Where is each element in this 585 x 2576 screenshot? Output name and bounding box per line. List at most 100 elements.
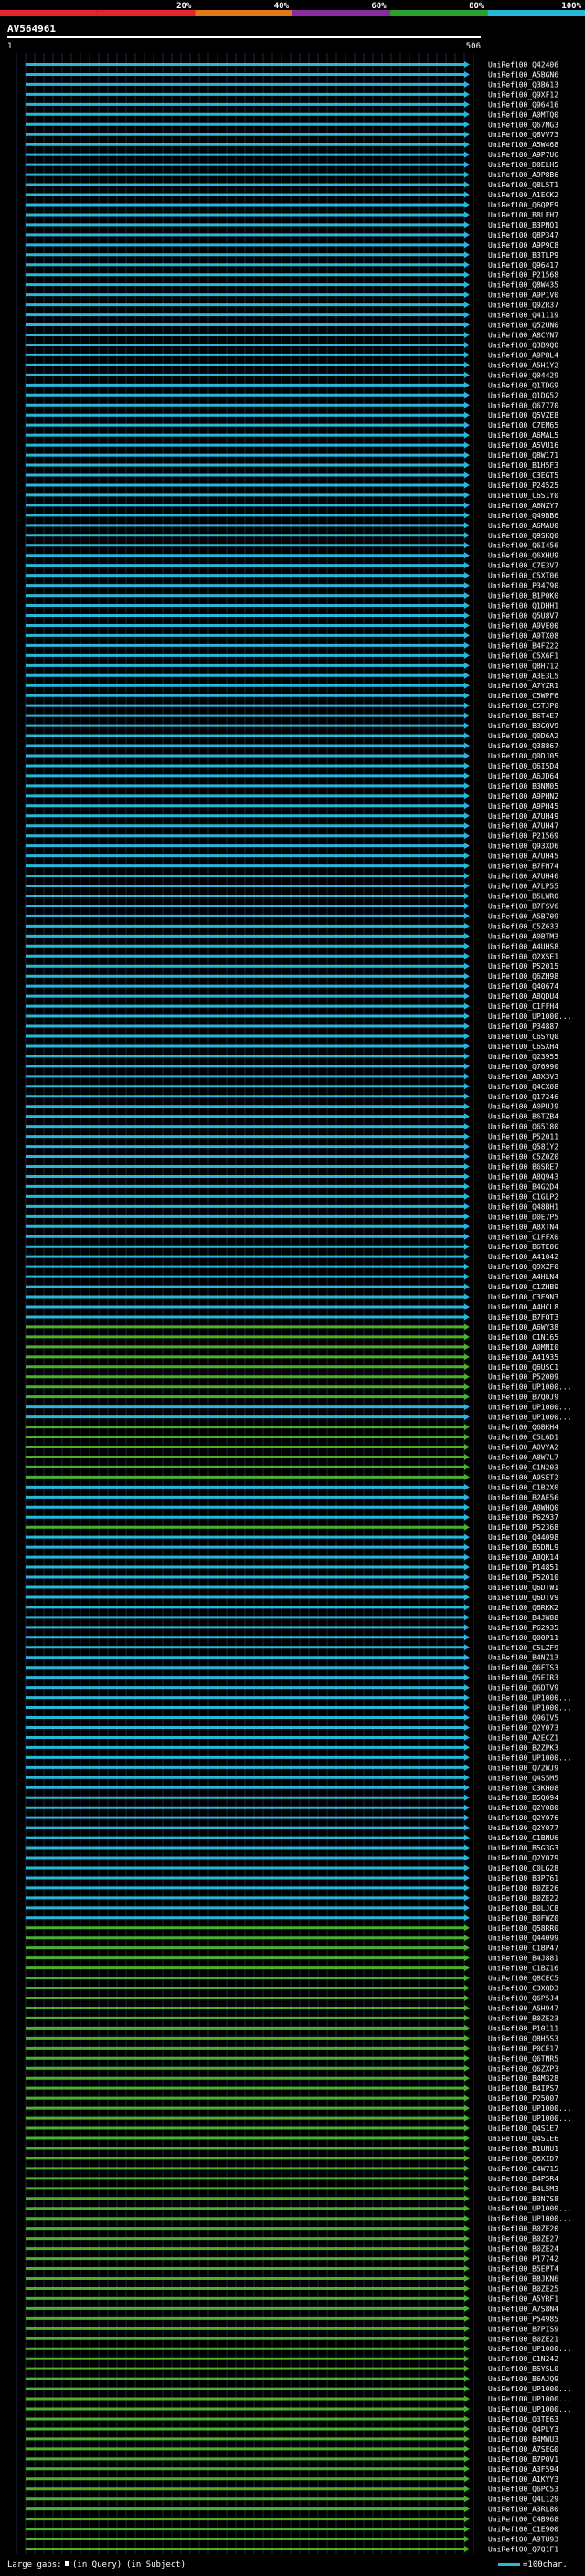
hit-label[interactable]: UniRef100_Q44099 xyxy=(488,1935,558,1943)
hit-label[interactable]: UniRef100_Q96416 xyxy=(488,101,558,109)
hit-label[interactable]: UniRef100_Q17246 xyxy=(488,1093,558,1101)
hit-label[interactable]: UniRef100_Q581Y2 xyxy=(488,1143,558,1151)
hit-label[interactable]: UniRef100_P14851 xyxy=(488,1564,558,1572)
hit-label[interactable]: UniRef100_B5Q094 xyxy=(488,1794,558,1802)
hit-label[interactable]: UniRef100_P10111 xyxy=(488,2024,558,2032)
hit-label[interactable]: UniRef100_Q9XZF0 xyxy=(488,1263,558,1271)
hit-label[interactable]: UniRef100_A9VE00 xyxy=(488,621,558,630)
hit-label[interactable]: UniRef100_B1UNU1 xyxy=(488,2145,558,2153)
hit-label[interactable]: UniRef100_B0LJC8 xyxy=(488,1904,558,1913)
hit-label[interactable]: UniRef100_UP1000... xyxy=(488,2405,572,2413)
hit-label[interactable]: UniRef100_B5DNL9 xyxy=(488,1543,558,1552)
hit-label[interactable]: UniRef100_A3E3L5 xyxy=(488,672,558,680)
hit-label[interactable]: UniRef100_C1FFX0 xyxy=(488,1233,558,1241)
hit-label[interactable]: UniRef100_Q0DJ05 xyxy=(488,752,558,760)
hit-label[interactable]: UniRef100_Q8VV73 xyxy=(488,131,558,139)
hit-label[interactable]: UniRef100_B4J881 xyxy=(488,1955,558,1963)
hit-label[interactable]: UniRef100_A8WHQ0 xyxy=(488,1503,558,1511)
hit-label[interactable]: UniRef100_B3NM05 xyxy=(488,782,558,790)
hit-label[interactable]: UniRef100_Q6FTS3 xyxy=(488,1664,558,1672)
hit-label[interactable]: UniRef100_A6JD64 xyxy=(488,772,558,780)
hit-label[interactable]: UniRef100_C4W715 xyxy=(488,2165,558,2173)
hit-label[interactable]: UniRef100_B5EPT4 xyxy=(488,2265,558,2274)
hit-label[interactable]: UniRef100_A0VYA2 xyxy=(488,1443,558,1451)
hit-label[interactable]: UniRef100_C5WPF6 xyxy=(488,692,558,700)
hit-label[interactable]: UniRef100_Q93XD6 xyxy=(488,843,558,851)
hit-label[interactable]: UniRef100_A7UH46 xyxy=(488,873,558,881)
hit-label[interactable]: UniRef100_P34887 xyxy=(488,1023,558,1031)
hit-label[interactable]: UniRef100_P52368 xyxy=(488,1523,558,1532)
hit-label[interactable]: UniRef100_C5Z0Z0 xyxy=(488,1153,558,1161)
hit-label[interactable]: UniRef100_B7FN74 xyxy=(488,863,558,871)
hit-label[interactable]: UniRef100_B5G3G3 xyxy=(488,1844,558,1852)
hit-label[interactable]: UniRef100_A9P1V0 xyxy=(488,292,558,300)
hit-label[interactable]: UniRef100_Q6XID7 xyxy=(488,2155,558,2163)
hit-label[interactable]: UniRef100_A3RL80 xyxy=(488,2506,558,2514)
hit-label[interactable]: UniRef100_B6TZB4 xyxy=(488,1113,558,1121)
hit-label[interactable]: UniRef100_A0MNI0 xyxy=(488,1343,558,1352)
hit-label[interactable]: UniRef100_C3KH08 xyxy=(488,1784,558,1792)
hit-label[interactable]: UniRef100_B3PNQ1 xyxy=(488,221,558,229)
hit-label[interactable]: UniRef100_B4MWU3 xyxy=(488,2435,558,2443)
hit-label[interactable]: UniRef100_P52009 xyxy=(488,1373,558,1382)
hit-label[interactable]: UniRef100_C1N203 xyxy=(488,1463,558,1471)
hit-label[interactable]: UniRef100_C5L6D1 xyxy=(488,1434,558,1442)
hit-label[interactable]: UniRef100_Q6PC53 xyxy=(488,2486,558,2494)
hit-label[interactable]: UniRef100_C3E9N3 xyxy=(488,1293,558,1301)
hit-label[interactable]: UniRef100_C5TJP0 xyxy=(488,702,558,710)
hit-label[interactable]: UniRef100_A6MAL5 xyxy=(488,431,558,440)
hit-label[interactable]: UniRef100_A9P8B6 xyxy=(488,171,558,179)
hit-label[interactable]: UniRef100_D0E7P5 xyxy=(488,1213,558,1221)
hit-label[interactable]: UniRef100_B0ZE23 xyxy=(488,2014,558,2022)
hit-label[interactable]: UniRef100_P24525 xyxy=(488,482,558,490)
hit-label[interactable]: UniRef100_B0FWZ0 xyxy=(488,1914,558,1923)
hit-label[interactable]: UniRef100_A8CYN7 xyxy=(488,332,558,340)
hit-label[interactable]: UniRef100_C1E900 xyxy=(488,2526,558,2534)
hit-label[interactable]: UniRef100_A4HLN4 xyxy=(488,1273,558,1281)
hit-label[interactable]: UniRef100_Q49BB6 xyxy=(488,512,558,520)
hit-label[interactable]: UniRef100_B6T4E7 xyxy=(488,712,558,720)
hit-label[interactable]: UniRef100_A5B709 xyxy=(488,912,558,920)
hit-label[interactable]: UniRef100_B8JKN6 xyxy=(488,2274,558,2283)
hit-label[interactable]: UniRef100_C1BP47 xyxy=(488,1945,558,1953)
hit-label[interactable]: UniRef100_Q67MG3 xyxy=(488,121,558,129)
hit-label[interactable]: UniRef100_B1P0K0 xyxy=(488,592,558,600)
hit-label[interactable]: UniRef100_B0ZE20 xyxy=(488,2225,558,2233)
hit-label[interactable]: UniRef100_Q4L129 xyxy=(488,2496,558,2504)
hit-label[interactable]: UniRef100_B0ZE27 xyxy=(488,2235,558,2243)
hit-label[interactable]: UniRef100_A0MTQ0 xyxy=(488,111,558,119)
hit-label[interactable]: UniRef100_C7E3V7 xyxy=(488,562,558,570)
hit-label[interactable]: UniRef100_B0ZE25 xyxy=(488,2284,558,2293)
hit-label[interactable]: UniRef100_UP1000... xyxy=(488,1414,572,1422)
hit-label[interactable]: UniRef100_UP1000... xyxy=(488,2104,572,2113)
hit-label[interactable]: UniRef100_A4UHS8 xyxy=(488,942,558,950)
hit-label[interactable]: UniRef100_A1ECK2 xyxy=(488,191,558,199)
hit-label[interactable]: UniRef100_Q6I456 xyxy=(488,542,558,550)
hit-label[interactable]: UniRef100_Q6BKH4 xyxy=(488,1424,558,1432)
hit-label[interactable]: UniRef100_Q6TNR5 xyxy=(488,2054,558,2062)
hit-label[interactable]: UniRef100_UP1000... xyxy=(488,1383,572,1392)
hit-label[interactable]: UniRef100_C1B2X0 xyxy=(488,1483,558,1491)
hit-label[interactable]: UniRef100_Q6DTV9 xyxy=(488,1684,558,1692)
hit-label[interactable]: UniRef100_B0ZE22 xyxy=(488,1894,558,1903)
hit-label[interactable]: UniRef100_B3P761 xyxy=(488,1874,558,1882)
hit-label[interactable]: UniRef100_C6SYQ0 xyxy=(488,1033,558,1041)
hit-label[interactable]: UniRef100_A7UH49 xyxy=(488,812,558,821)
hit-label[interactable]: UniRef100_P34790 xyxy=(488,582,558,590)
hit-label[interactable]: UniRef100_Q42406 xyxy=(488,60,558,69)
hit-label[interactable]: UniRef100_B3TLP9 xyxy=(488,251,558,260)
hit-label[interactable]: UniRef100_C3EGT5 xyxy=(488,472,558,480)
hit-label[interactable]: UniRef100_Q3B613 xyxy=(488,80,558,89)
hit-label[interactable]: UniRef100_C1N165 xyxy=(488,1333,558,1341)
hit-label[interactable]: UniRef100_Q65180 xyxy=(488,1123,558,1131)
hit-label[interactable]: UniRef100_Q2Y080 xyxy=(488,1804,558,1812)
hit-label[interactable]: UniRef100_C1BZ16 xyxy=(488,1965,558,1973)
hit-label[interactable]: UniRef100_B2AE56 xyxy=(488,1493,558,1501)
hit-label[interactable]: UniRef100_C6SXH4 xyxy=(488,1043,558,1051)
hit-label[interactable]: UniRef100_B7P0V1 xyxy=(488,2455,558,2464)
hit-label[interactable]: UniRef100_Q8H5S3 xyxy=(488,2034,558,2042)
hit-label[interactable]: UniRef100_C5XT06 xyxy=(488,572,558,580)
hit-label[interactable]: UniRef100_Q8L5T1 xyxy=(488,181,558,189)
hit-label[interactable]: UniRef100_B5YSL0 xyxy=(488,2365,558,2373)
hit-label[interactable]: UniRef100_B4L5M3 xyxy=(488,2185,558,2193)
